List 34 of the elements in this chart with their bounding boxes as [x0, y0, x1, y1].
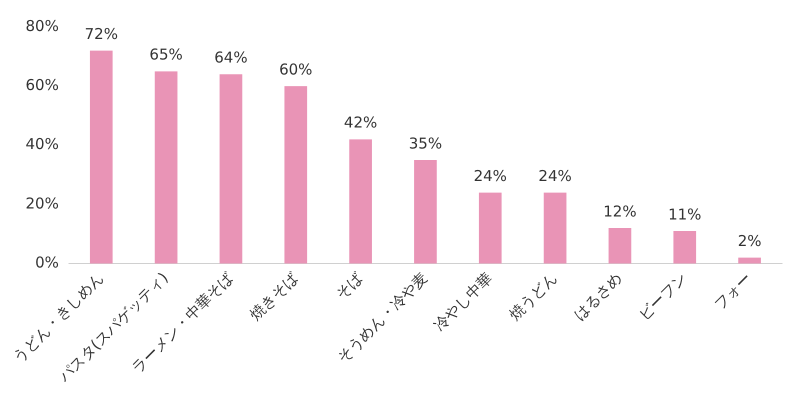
y-tick-label: 60% — [26, 76, 59, 94]
data-label: 60% — [279, 60, 312, 79]
bar — [220, 74, 242, 264]
data-label: 35% — [408, 134, 442, 152]
y-tick-label: 40% — [26, 135, 59, 154]
bar — [349, 139, 372, 264]
data-label: 72% — [84, 25, 118, 44]
y-tick-label: 80% — [26, 16, 59, 35]
x-tick-label: フォー — [710, 268, 756, 314]
y-tick-label: 20% — [26, 194, 59, 212]
x-tick-label: 焼うどん — [506, 268, 561, 324]
data-label: 65% — [149, 46, 183, 64]
data-label: 12% — [603, 202, 637, 220]
data-label: 64% — [214, 48, 248, 67]
bar — [284, 86, 308, 264]
bar — [673, 231, 696, 264]
x-tick-label: ビーフン — [635, 268, 690, 324]
data-label: 42% — [344, 114, 378, 132]
data-label: 11% — [668, 205, 702, 224]
bar — [608, 228, 632, 264]
data-label: 24% — [474, 166, 507, 185]
x-tick-label: はるさめ — [570, 268, 626, 324]
bar — [478, 192, 502, 264]
bar — [154, 71, 178, 264]
bar — [544, 192, 566, 264]
bar — [90, 50, 113, 264]
data-label: 24% — [538, 166, 572, 185]
y-tick-label: 0% — [35, 253, 59, 272]
data-label: 2% — [738, 232, 762, 250]
bar — [738, 258, 761, 264]
x-tick-label: 焼きそば — [246, 268, 302, 324]
bar — [414, 160, 437, 264]
x-tick-label: 冷やし中華 — [430, 268, 496, 335]
x-tick-label: そば — [332, 268, 367, 303]
